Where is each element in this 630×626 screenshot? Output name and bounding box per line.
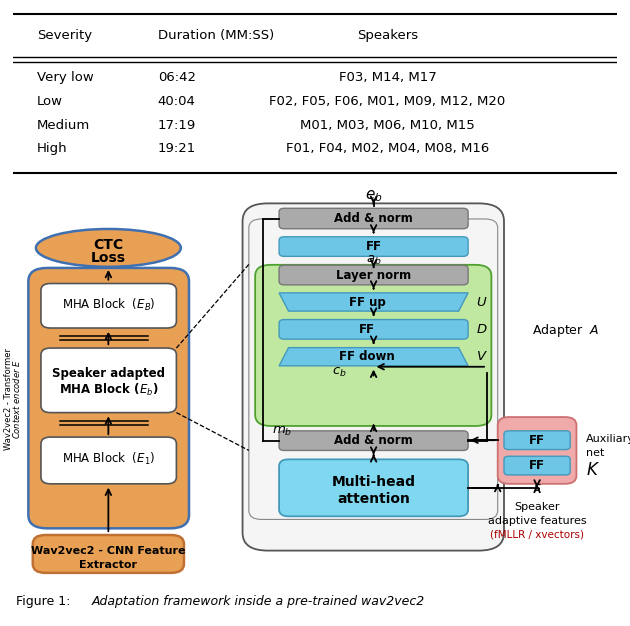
Text: 40:04: 40:04 [158,95,196,108]
Text: Add & norm: Add & norm [334,434,413,447]
Text: Duration (MM:SS): Duration (MM:SS) [158,29,274,42]
Text: $V$: $V$ [476,351,488,364]
FancyBboxPatch shape [28,268,189,528]
Text: FF down: FF down [340,351,395,364]
Text: FF: FF [529,434,545,447]
Text: Adaptation framework inside a pre-trained wav2vec2: Adaptation framework inside a pre-traine… [91,595,425,608]
Text: Speaker: Speaker [514,503,560,513]
FancyBboxPatch shape [279,431,468,451]
Text: MHA Block  ($E_B$): MHA Block ($E_B$) [62,297,155,313]
FancyBboxPatch shape [279,319,468,339]
Text: $\mathbf{\mathit{K}}$: $\mathbf{\mathit{K}}$ [586,461,600,480]
Text: $D$: $D$ [476,323,488,336]
FancyBboxPatch shape [279,237,468,257]
Text: MHA Block ($E_b$): MHA Block ($E_b$) [59,381,158,398]
Text: $e_b$: $e_b$ [365,188,382,203]
Text: 06:42: 06:42 [158,71,196,85]
Text: Severity: Severity [37,29,92,42]
Text: Speaker adapted: Speaker adapted [52,367,165,381]
Text: $c_b$: $c_b$ [331,366,346,379]
FancyBboxPatch shape [41,284,176,328]
Text: (fMLLR / xvectors): (fMLLR / xvectors) [490,529,584,539]
Text: $s$: $s$ [533,481,541,494]
Text: Add & norm: Add & norm [334,212,413,225]
Text: adaptive features: adaptive features [488,516,587,526]
Text: Context encoder $E$: Context encoder $E$ [11,359,22,439]
FancyBboxPatch shape [255,265,491,426]
Text: F01, F04, M02, M04, M08, M16: F01, F04, M02, M04, M08, M16 [286,142,490,155]
FancyBboxPatch shape [279,459,468,516]
Text: Very low: Very low [37,71,93,85]
Text: Speakers: Speakers [357,29,418,42]
Text: Figure 1:: Figure 1: [16,595,70,608]
Text: Layer norm: Layer norm [336,269,411,282]
Text: FF: FF [365,240,382,253]
FancyBboxPatch shape [33,535,184,573]
Text: FF: FF [359,323,375,336]
Text: Adapter  $\mathbf{\mathit{A}}$: Adapter $\mathbf{\mathit{A}}$ [532,322,600,339]
Text: $m_b$: $m_b$ [272,425,292,438]
FancyBboxPatch shape [279,265,468,285]
FancyBboxPatch shape [249,219,498,520]
Text: FF up: FF up [349,295,386,309]
Text: attention: attention [337,491,410,506]
Text: Multi-head: Multi-head [331,476,416,490]
Text: Low: Low [37,95,63,108]
FancyBboxPatch shape [498,417,576,484]
Text: CTC: CTC [93,238,123,252]
Text: MHA Block  ($E_1$): MHA Block ($E_1$) [62,451,155,468]
Text: 19:21: 19:21 [158,142,196,155]
FancyBboxPatch shape [41,437,176,484]
Polygon shape [279,347,468,366]
FancyBboxPatch shape [504,456,570,475]
Text: 17:19: 17:19 [158,119,196,131]
Text: Wav2vec2 - CNN Feature: Wav2vec2 - CNN Feature [31,546,186,557]
Text: Medium: Medium [37,119,90,131]
Ellipse shape [36,229,181,267]
FancyBboxPatch shape [279,208,468,228]
FancyBboxPatch shape [41,348,176,413]
Text: F03, M14, M17: F03, M14, M17 [339,71,437,85]
FancyBboxPatch shape [504,431,570,449]
Text: Auxiliary: Auxiliary [586,434,630,444]
Text: High: High [37,142,67,155]
Text: FF: FF [529,459,545,472]
Text: $a_b$: $a_b$ [366,254,381,267]
Polygon shape [279,293,468,311]
Text: F02, F05, F06, M01, M09, M12, M20: F02, F05, F06, M01, M09, M12, M20 [270,95,506,108]
Text: Extractor: Extractor [79,560,137,570]
Text: M01, M03, M06, M10, M15: M01, M03, M06, M10, M15 [301,119,475,131]
FancyBboxPatch shape [243,203,504,551]
Text: $U$: $U$ [476,295,488,309]
Text: Loss: Loss [91,251,126,265]
Text: Wav2vec2 - Transformer: Wav2vec2 - Transformer [4,348,13,450]
Text: net: net [586,448,604,458]
